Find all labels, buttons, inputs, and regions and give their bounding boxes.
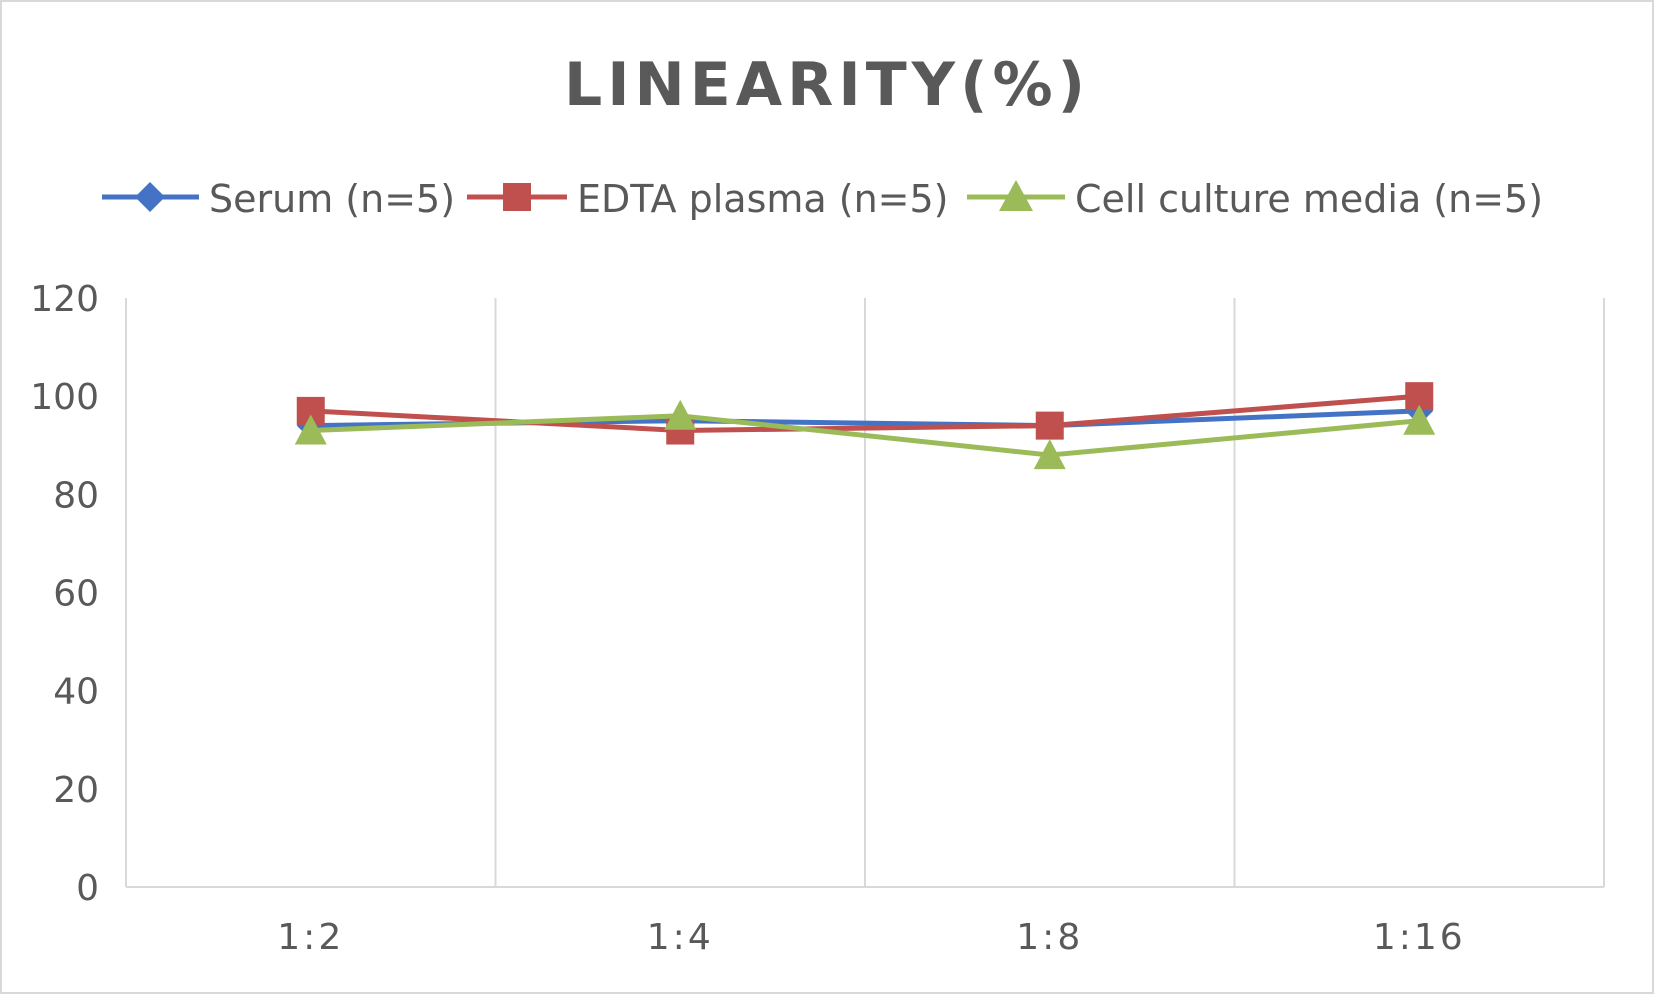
legend-item-edta-plasma[interactable]: EDTA plasma (n=5) — [467, 177, 949, 221]
legend-marker-square — [503, 183, 531, 211]
data-point-square[interactable] — [1035, 411, 1064, 440]
data-point-triangle[interactable] — [664, 399, 697, 430]
legend: Serum (n=5) EDTA plasma (n=5) Cell cultu… — [102, 177, 1543, 221]
series-2 — [294, 399, 1436, 470]
y-tick-label: 120 — [30, 279, 99, 320]
x-tick-label: 1:8 — [1016, 917, 1083, 958]
grid — [125, 298, 1605, 887]
y-tick-label: 20 — [53, 770, 99, 811]
legend-item-cell-culture-media[interactable]: Cell culture media (n=5) — [967, 177, 1543, 221]
legend-marker-diamond — [135, 182, 165, 212]
legend-marker-triangle — [999, 180, 1033, 211]
data-point-triangle[interactable] — [1033, 439, 1066, 470]
series-line — [310, 413, 1420, 458]
data-point-triangle[interactable] — [1403, 404, 1436, 435]
series — [294, 382, 1436, 470]
y-tick-label: 80 — [53, 475, 99, 516]
legend-label-edta-plasma: EDTA plasma (n=5) — [577, 177, 949, 221]
axes: 0 20 40 60 80 100 120 1:2 1:4 1:8 1:16 — [30, 279, 1604, 958]
chart-title: LINEARITY(%) — [564, 50, 1090, 120]
x-tick-label: 1:16 — [1373, 917, 1466, 958]
legend-label-serum: Serum (n=5) — [209, 177, 455, 221]
y-tick-label: 100 — [30, 377, 99, 418]
data-point-triangle[interactable] — [294, 414, 327, 445]
y-tick-label: 60 — [53, 574, 99, 615]
x-tick-label: 1:4 — [647, 917, 714, 958]
legend-item-serum[interactable]: Serum (n=5) — [102, 177, 455, 221]
legend-label-cell-culture-media: Cell culture media (n=5) — [1075, 177, 1543, 221]
y-tick-label: 40 — [53, 672, 99, 713]
y-tick-label: 0 — [76, 868, 99, 909]
x-tick-label: 1:2 — [277, 917, 344, 958]
